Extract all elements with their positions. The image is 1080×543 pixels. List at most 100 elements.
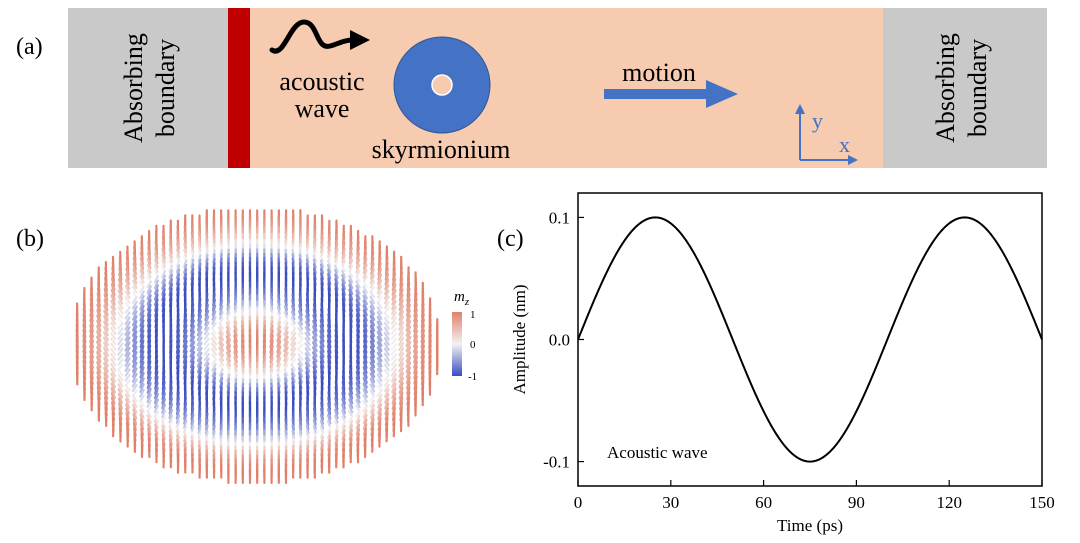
spin-arrow (146, 289, 152, 300)
spin-arrow (146, 414, 152, 424)
spin-arrow (369, 350, 375, 364)
spin-arrow (132, 399, 138, 408)
wave-arrowhead-icon (350, 30, 370, 50)
spin-arrow (89, 339, 95, 354)
spin-arrow (103, 362, 109, 373)
spin-arrow (384, 289, 390, 300)
spin-arrow (398, 321, 405, 331)
spin-arrow (139, 388, 145, 398)
spin-arrow (383, 326, 390, 336)
spin-arrow (355, 284, 361, 295)
spin-arrow (320, 243, 324, 254)
spin-arrow (398, 352, 405, 362)
spin-arrow (226, 373, 231, 382)
spin-arrow (161, 274, 166, 284)
spin-arrow (146, 376, 152, 390)
spin-arrow (391, 368, 397, 377)
spin-arrow (182, 340, 188, 354)
spin-arrow (124, 316, 131, 326)
spin-arrow (96, 303, 102, 317)
spin-arrow (369, 345, 375, 359)
spin-arrow (96, 319, 102, 332)
spin-arrow (96, 330, 102, 343)
spin-arrow (226, 305, 231, 315)
spin-arrow (362, 405, 368, 413)
spin-arrow (283, 331, 289, 342)
spin-arrow (383, 312, 390, 319)
spin-arrow (362, 377, 368, 389)
spin-arrow (132, 285, 138, 294)
spin-arrow (276, 362, 282, 372)
spin-arrow (139, 334, 145, 349)
spin-arrow (413, 355, 419, 369)
spin-arrow (117, 317, 124, 324)
spin-arrow (362, 290, 368, 300)
spin-arrow (312, 425, 317, 434)
spin-arrow (103, 309, 109, 322)
axis-x-arrowhead-icon (848, 155, 858, 165)
spin-arrow (398, 299, 404, 311)
spin-arrow (312, 314, 318, 328)
spin-arrow (383, 295, 390, 305)
spin-arrow (369, 305, 376, 316)
spin-arrow (197, 309, 202, 322)
spin-arrow (132, 320, 138, 332)
spin-arrow (304, 337, 311, 346)
left-absorbing-boundary (68, 8, 230, 168)
spin-arrow (211, 327, 217, 335)
spin-arrow (103, 320, 109, 332)
spin-arrow (369, 330, 375, 343)
spin-arrow (110, 387, 116, 400)
spin-arrow (383, 306, 390, 314)
spin-arrow (341, 409, 346, 419)
spin-arrow (218, 352, 224, 362)
y-tick-label: 0.0 (549, 331, 570, 350)
spin-arrow (312, 356, 318, 369)
spin-arrow (369, 274, 375, 284)
spin-arrow (405, 325, 412, 337)
y-tick-label: -0.1 (543, 453, 570, 472)
spin-arrow (362, 263, 368, 275)
spin-arrow (405, 330, 412, 342)
spin-arrow (319, 340, 325, 353)
spin-arrow (276, 351, 282, 363)
spin-arrow (190, 419, 195, 430)
spin-arrow (124, 352, 131, 362)
spin-arrow (233, 320, 238, 332)
spin-arrow (154, 381, 159, 395)
motion-arrow-shaft (604, 89, 712, 99)
spin-arrow (369, 356, 376, 369)
spin-arrow (197, 243, 202, 253)
spin-arrow (168, 397, 173, 410)
spin-arrow (276, 320, 282, 331)
spin-arrow (319, 324, 325, 338)
spin-arrow (362, 281, 368, 288)
spin-arrow (362, 394, 368, 403)
spin-arrow (139, 263, 145, 275)
spin-arrow (117, 347, 124, 356)
spin-arrow (369, 372, 376, 383)
spin-arrow (124, 368, 131, 377)
spin-arrow (377, 279, 383, 290)
right-absorbing-boundary (883, 8, 1047, 168)
spin-arrow (154, 258, 159, 269)
spin-arrow (398, 288, 404, 302)
spin-arrow (341, 265, 346, 273)
spin-arrow (203, 342, 210, 351)
spin-arrow (348, 252, 353, 264)
spin-arrow (153, 415, 159, 424)
spin-arrow (376, 389, 383, 397)
spin-arrow (348, 279, 354, 290)
spin-arrow (183, 242, 188, 254)
axis-y-arrowhead-icon (795, 104, 805, 114)
spin-arrow (218, 341, 225, 352)
spin-arrow (146, 280, 152, 289)
spin-arrow (369, 383, 376, 393)
spin-arrow (297, 343, 304, 351)
spin-arrow (341, 424, 346, 435)
spin-arrow (203, 332, 210, 341)
spin-arrow (96, 325, 102, 337)
spin-arrow (131, 384, 138, 393)
spin-arrow (290, 363, 296, 372)
spin-arrow (390, 322, 398, 330)
